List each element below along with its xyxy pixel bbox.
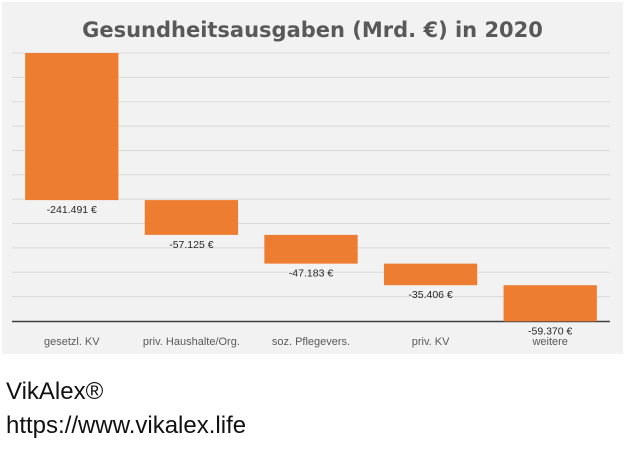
waterfall-chart: -241.491 € gesetzl. KV -57.125 € priv. Haus… [12, 52, 610, 348]
waterfall-bar [383, 263, 478, 286]
data-label: -47.183 € [289, 268, 334, 280]
data-label: -59.370 € [528, 325, 573, 337]
waterfall-bar [264, 234, 358, 264]
data-label: -241.491 € [47, 204, 97, 216]
x-tick-label: priv. Haushalte/Org. [143, 336, 240, 348]
x-tick-label: soz. Pflegevers. [272, 336, 350, 348]
data-label: -35.406 € [408, 289, 453, 301]
x-tick-label: weitere [531, 336, 567, 348]
data-label: -57.125 € [169, 239, 214, 251]
chart-title: Gesundheitsausgaben (Mrd. €) in 2020 [82, 18, 543, 42]
brand-name: VikAlex® [6, 378, 104, 405]
x-tick-label: priv. KV [412, 336, 450, 348]
brand-url[interactable]: https://www.vikalex.life [6, 412, 247, 439]
waterfall-bar [503, 285, 597, 322]
chart-panel: Gesundheitsausgaben (Mrd. €) in 2020 -24… [2, 2, 623, 354]
waterfall-bar [25, 53, 119, 201]
x-tick-label: gesetzl. KV [44, 336, 100, 348]
waterfall-bar [144, 200, 239, 235]
